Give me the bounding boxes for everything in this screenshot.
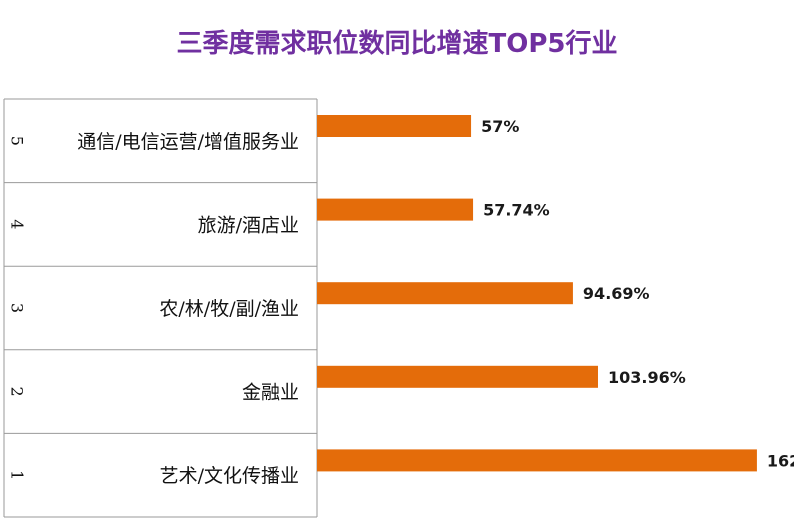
rank-label-5: 5 (8, 136, 27, 146)
value-label-5: 57% (481, 117, 519, 136)
rank-label-3: 3 (8, 303, 27, 313)
industry-label-4: 旅游/酒店业 (198, 214, 299, 236)
industry-label-2: 金融业 (242, 382, 299, 404)
bar-5 (317, 115, 472, 137)
rank-label-4: 4 (8, 219, 27, 229)
industry-label-5: 通信/电信运营/增值服务业 (77, 131, 299, 153)
value-label-2: 103.96% (608, 368, 686, 387)
industry-label-1: 艺术/文化传播业 (160, 465, 299, 487)
bar-1 (317, 449, 757, 472)
chart-title: 三季度需求职位数同比增速TOP5行业 (177, 28, 618, 59)
industry-label-3: 农/林/牧/副/渔业 (159, 298, 299, 320)
category-grid (3, 98, 318, 518)
labels: 57% 通信/电信运营/增值服务业 5 57.74% 旅游/酒店业 4 94.69% 农/林/… (8, 117, 794, 487)
bar-3 (317, 282, 573, 305)
bar-2 (317, 365, 598, 388)
bar-4 (317, 198, 474, 221)
value-label-3: 94.69% (583, 284, 650, 303)
value-label-4: 57.74% (483, 201, 550, 220)
rank-label-2: 2 (8, 387, 27, 397)
value-label-1: 162.76% (767, 451, 794, 470)
bars (317, 115, 757, 472)
rank-label-1: 1 (8, 470, 27, 480)
